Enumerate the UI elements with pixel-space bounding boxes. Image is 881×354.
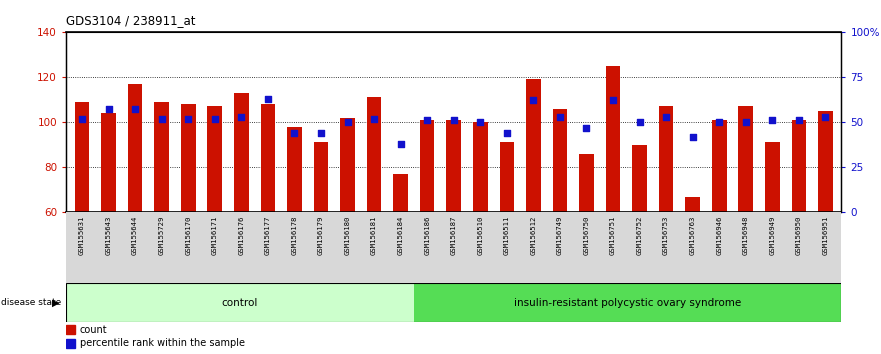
Text: percentile rank within the sample: percentile rank within the sample xyxy=(79,338,245,348)
Text: GSM155631: GSM155631 xyxy=(79,216,85,255)
Text: GSM156752: GSM156752 xyxy=(637,216,642,255)
Text: GSM156181: GSM156181 xyxy=(371,216,377,255)
Bar xyxy=(261,104,275,212)
Text: GSM156950: GSM156950 xyxy=(796,216,802,255)
Point xyxy=(314,130,328,136)
Point xyxy=(766,118,780,123)
Text: GSM156946: GSM156946 xyxy=(716,216,722,255)
Point xyxy=(447,118,461,123)
Point xyxy=(633,119,647,125)
Bar xyxy=(340,118,355,212)
Text: GDS3104 / 238911_at: GDS3104 / 238911_at xyxy=(66,14,196,27)
Point xyxy=(659,114,673,120)
Bar xyxy=(314,142,329,212)
Point xyxy=(128,107,142,112)
Bar xyxy=(181,104,196,212)
Point xyxy=(685,134,700,139)
Text: GSM156948: GSM156948 xyxy=(743,216,749,255)
Point xyxy=(181,116,196,121)
Text: GSM156171: GSM156171 xyxy=(211,216,218,255)
Point xyxy=(526,98,540,103)
Text: GSM156187: GSM156187 xyxy=(451,216,456,255)
Bar xyxy=(633,145,647,212)
Text: GSM155643: GSM155643 xyxy=(106,216,112,255)
Bar xyxy=(685,196,700,212)
Text: GSM156753: GSM156753 xyxy=(663,216,670,255)
Point xyxy=(818,114,833,120)
Bar xyxy=(75,102,89,212)
Text: GSM156749: GSM156749 xyxy=(557,216,563,255)
Point xyxy=(712,119,726,125)
Bar xyxy=(606,66,620,212)
Bar xyxy=(207,106,222,212)
Text: GSM156951: GSM156951 xyxy=(823,216,828,255)
Bar xyxy=(738,106,753,212)
Bar xyxy=(413,283,841,322)
Text: GSM156949: GSM156949 xyxy=(769,216,775,255)
Point xyxy=(500,130,514,136)
Bar xyxy=(552,109,567,212)
Text: GSM156763: GSM156763 xyxy=(690,216,696,255)
Point xyxy=(75,116,89,121)
Bar xyxy=(500,142,515,212)
Point xyxy=(553,114,567,120)
Point xyxy=(101,107,115,112)
Point xyxy=(287,130,301,136)
Point xyxy=(739,119,753,125)
Bar xyxy=(66,283,413,322)
Bar xyxy=(128,84,143,212)
Bar xyxy=(420,120,434,212)
Text: GSM156176: GSM156176 xyxy=(238,216,244,255)
Point xyxy=(394,141,408,147)
Text: GSM156180: GSM156180 xyxy=(344,216,351,255)
Point xyxy=(420,118,434,123)
Point xyxy=(473,119,487,125)
Point xyxy=(367,116,381,121)
Point xyxy=(154,116,168,121)
Bar xyxy=(234,93,248,212)
Bar xyxy=(659,106,673,212)
Text: GSM155729: GSM155729 xyxy=(159,216,165,255)
Text: GSM156170: GSM156170 xyxy=(185,216,191,255)
Point xyxy=(580,125,594,130)
Text: GSM156512: GSM156512 xyxy=(530,216,537,255)
Bar xyxy=(765,142,780,212)
Text: insulin-resistant polycystic ovary syndrome: insulin-resistant polycystic ovary syndr… xyxy=(514,298,741,308)
Point xyxy=(261,96,275,102)
Text: count: count xyxy=(79,325,107,335)
Bar xyxy=(818,111,833,212)
Point xyxy=(340,119,354,125)
Text: GSM156184: GSM156184 xyxy=(397,216,403,255)
Point xyxy=(606,98,620,103)
Bar xyxy=(154,102,169,212)
Bar xyxy=(393,174,408,212)
Bar xyxy=(447,120,461,212)
Bar xyxy=(579,154,594,212)
Text: control: control xyxy=(222,298,258,308)
Point xyxy=(208,116,222,121)
Text: GSM156178: GSM156178 xyxy=(292,216,298,255)
Bar xyxy=(66,325,75,334)
Bar xyxy=(366,97,381,212)
Bar xyxy=(287,127,301,212)
Bar xyxy=(101,113,116,212)
Bar xyxy=(66,338,75,348)
Text: disease state: disease state xyxy=(1,298,61,307)
Text: GSM156751: GSM156751 xyxy=(610,216,616,255)
Text: GSM156177: GSM156177 xyxy=(265,216,270,255)
Text: ▶: ▶ xyxy=(52,298,60,308)
Text: GSM156750: GSM156750 xyxy=(583,216,589,255)
Bar xyxy=(473,122,487,212)
Text: GSM156511: GSM156511 xyxy=(504,216,510,255)
Point xyxy=(234,114,248,120)
Text: GSM156179: GSM156179 xyxy=(318,216,324,255)
Text: GSM156186: GSM156186 xyxy=(424,216,430,255)
Bar xyxy=(526,79,541,212)
Bar xyxy=(712,120,727,212)
Text: GSM156510: GSM156510 xyxy=(478,216,484,255)
Point xyxy=(792,118,806,123)
Bar xyxy=(791,120,806,212)
Text: GSM155644: GSM155644 xyxy=(132,216,138,255)
